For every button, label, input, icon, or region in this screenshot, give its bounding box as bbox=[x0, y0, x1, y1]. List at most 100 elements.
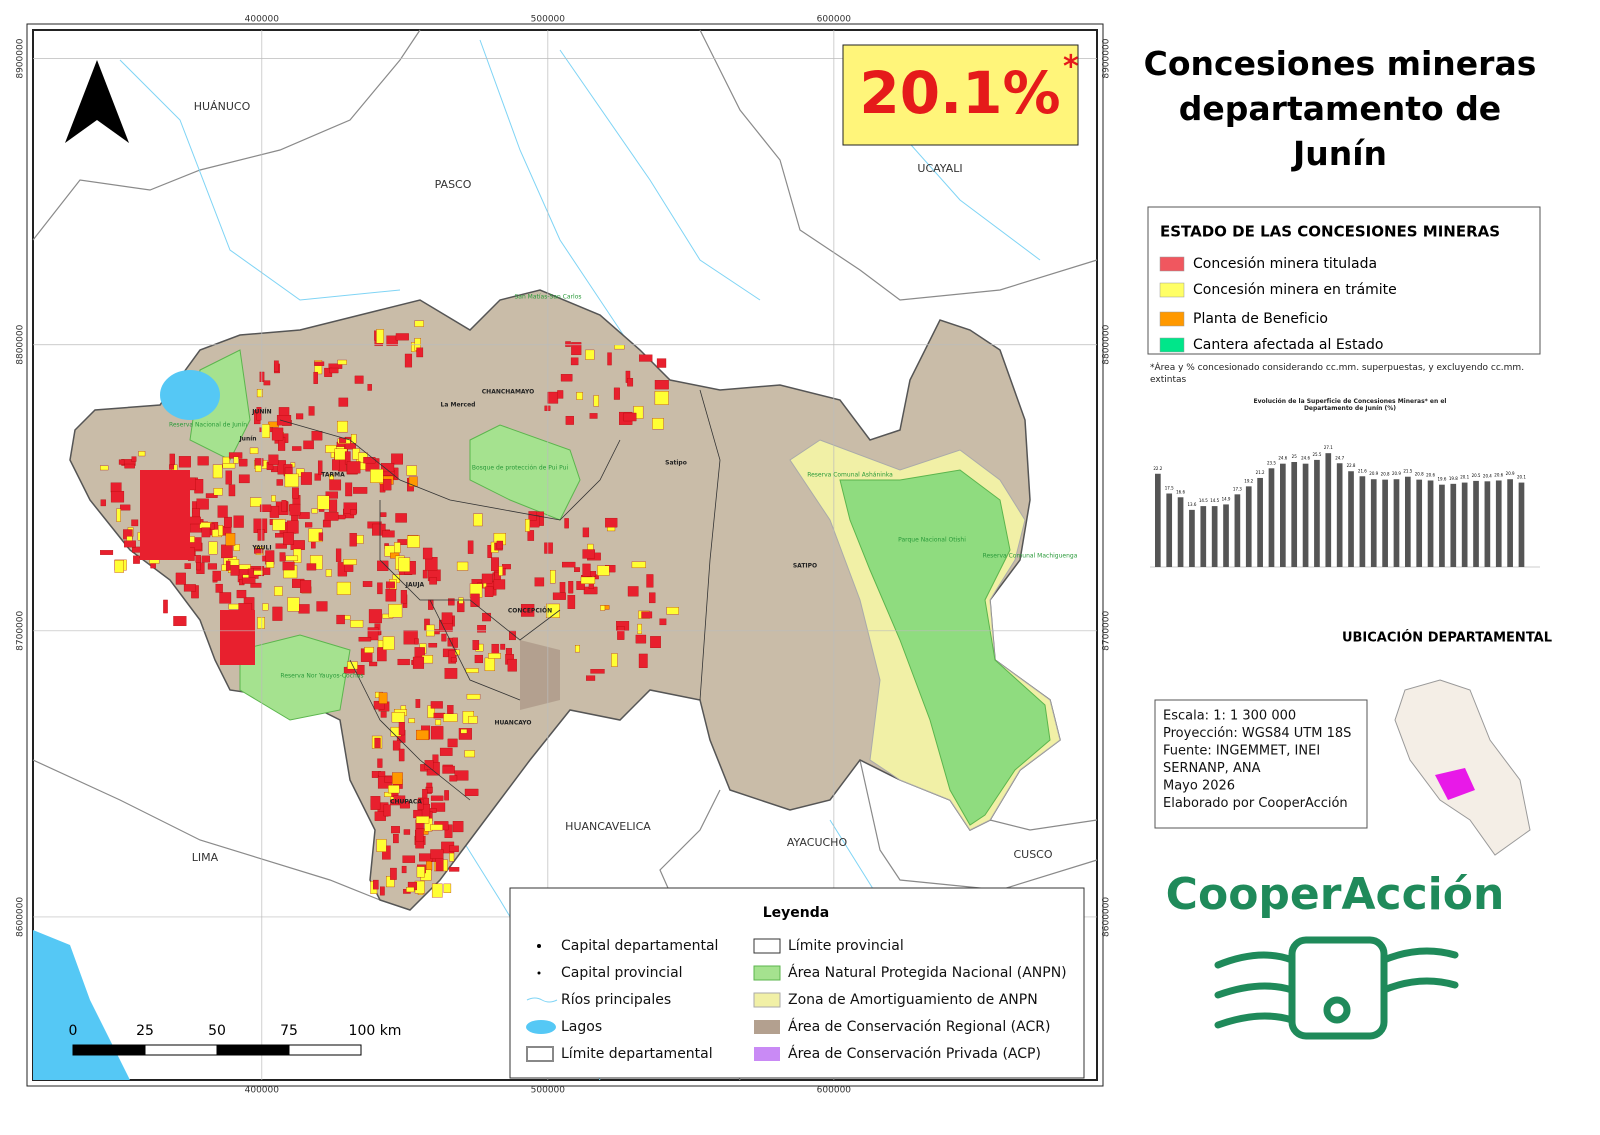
mining-concession bbox=[284, 473, 299, 488]
y-tick-label: 8700000 bbox=[1102, 611, 1112, 651]
mining-concession bbox=[222, 463, 236, 469]
region-label: UCAYALI bbox=[917, 162, 962, 175]
y-tick-label: 8700000 bbox=[16, 611, 26, 651]
mining-concession bbox=[641, 611, 653, 619]
mining-concession bbox=[213, 488, 223, 496]
mining-concession bbox=[271, 427, 284, 441]
mining-concession bbox=[337, 359, 347, 365]
trend-bar bbox=[1189, 509, 1195, 567]
mining-concession bbox=[443, 713, 458, 722]
mining-concession bbox=[397, 658, 410, 666]
mining-concession bbox=[400, 705, 407, 710]
status-legend: Concesión minera titulada Concesión miner… bbox=[1159, 256, 1397, 353]
trend-bar bbox=[1280, 463, 1286, 567]
mining-concession bbox=[493, 579, 506, 590]
mining-concession bbox=[210, 523, 215, 530]
mining-concession bbox=[398, 748, 405, 762]
region-label: AYACUCHO bbox=[787, 836, 848, 849]
scale-bar: 0 25 50 75 100 km bbox=[69, 1023, 401, 1056]
mining-concession bbox=[349, 533, 357, 547]
mining-concession bbox=[285, 555, 299, 561]
mining-concession bbox=[560, 374, 573, 382]
trend-value-label: 20.1 bbox=[1460, 475, 1469, 480]
mining-concession bbox=[273, 360, 279, 372]
legend-symbol bbox=[526, 1046, 554, 1062]
mining-concession bbox=[364, 646, 374, 653]
mining-concession bbox=[100, 550, 114, 555]
place-label: Satipo bbox=[665, 460, 687, 467]
mining-concession bbox=[449, 867, 460, 872]
mining-concession bbox=[313, 371, 318, 384]
mining-concession bbox=[195, 555, 201, 563]
mining-concession bbox=[242, 577, 256, 584]
mining-concession bbox=[406, 887, 415, 893]
mining-concession bbox=[534, 577, 545, 587]
mining-concession bbox=[303, 440, 314, 450]
mining-concession bbox=[460, 728, 468, 734]
mining-concession bbox=[189, 536, 195, 543]
mining-concession bbox=[402, 855, 416, 863]
trend-bar bbox=[1314, 459, 1320, 567]
mining-concession bbox=[424, 760, 434, 770]
mining-concession bbox=[464, 788, 479, 796]
mining-concession bbox=[116, 508, 121, 522]
mining-concession bbox=[207, 563, 217, 570]
mining-concession bbox=[272, 606, 283, 621]
trend-value-label: 19.6 bbox=[1437, 477, 1446, 482]
trend-title-text: Evolución de la Superficie de Concesione… bbox=[1253, 398, 1447, 412]
mining-concession bbox=[286, 520, 299, 534]
mining-concession bbox=[228, 603, 240, 610]
legend-symbol bbox=[753, 992, 781, 1008]
mining-concession bbox=[484, 586, 494, 597]
trend-value-label: 20.8 bbox=[1415, 472, 1424, 477]
trend-value-label: 16.6 bbox=[1176, 489, 1185, 494]
mining-concession bbox=[221, 544, 233, 559]
trend-bar bbox=[1507, 479, 1513, 567]
mining-concession bbox=[354, 375, 364, 384]
mining-concession bbox=[184, 563, 191, 569]
mining-concession bbox=[382, 530, 395, 538]
place-label: CONCEPCIÓN bbox=[508, 608, 552, 615]
mining-concession bbox=[416, 347, 424, 358]
trend-bar bbox=[1245, 486, 1252, 567]
trend-value-label: 20.1 bbox=[1517, 475, 1526, 480]
legend-label: Ríos principales bbox=[561, 992, 671, 1008]
mining-concession bbox=[444, 824, 453, 838]
status-label: Concesión minera en trámite bbox=[1193, 282, 1397, 298]
mining-concession bbox=[253, 570, 263, 576]
mining-concession bbox=[376, 329, 384, 344]
trend-bar bbox=[1416, 479, 1423, 567]
mining-concession bbox=[390, 867, 397, 880]
legend-label: Capital departamental bbox=[561, 938, 718, 954]
mining-concession bbox=[443, 883, 452, 893]
mining-concession bbox=[507, 658, 517, 672]
mining-concession bbox=[415, 816, 430, 824]
legend-symbol bbox=[526, 997, 558, 1003]
mining-concession bbox=[314, 473, 321, 481]
mining-concession bbox=[415, 828, 424, 842]
mining-concession bbox=[544, 542, 553, 554]
mining-concession bbox=[406, 465, 417, 476]
trend-bar bbox=[1382, 479, 1388, 567]
trend-value-label: 24.6 bbox=[1278, 456, 1287, 461]
protected-area-label: Reserva Comunal Machiguenga bbox=[983, 553, 1078, 560]
status-label: Planta de Beneficio bbox=[1193, 311, 1328, 327]
scale-segment bbox=[144, 1044, 218, 1056]
title: Concesiones mineras departamento de Junín bbox=[1144, 44, 1537, 173]
y-tick-label: 8600000 bbox=[1102, 897, 1112, 937]
mining-concession bbox=[392, 772, 403, 785]
trend-value-label: 27.1 bbox=[1324, 445, 1333, 450]
mining-concession bbox=[131, 519, 139, 527]
mining-concession bbox=[370, 796, 381, 810]
mining-concession bbox=[238, 474, 250, 484]
mining-concession bbox=[386, 581, 395, 589]
mining-concession bbox=[385, 589, 397, 602]
info-line: Escala: 1: 1 300 000 bbox=[1163, 709, 1296, 724]
mining-concession bbox=[585, 349, 595, 360]
mining-concession bbox=[382, 478, 392, 491]
mining-concession bbox=[205, 493, 218, 498]
trend-value-label: 22.8 bbox=[1347, 463, 1356, 468]
mining-concession bbox=[256, 389, 263, 398]
info-line: Elaborado por CooperAcción bbox=[1163, 796, 1348, 811]
mining-concession bbox=[276, 415, 292, 426]
